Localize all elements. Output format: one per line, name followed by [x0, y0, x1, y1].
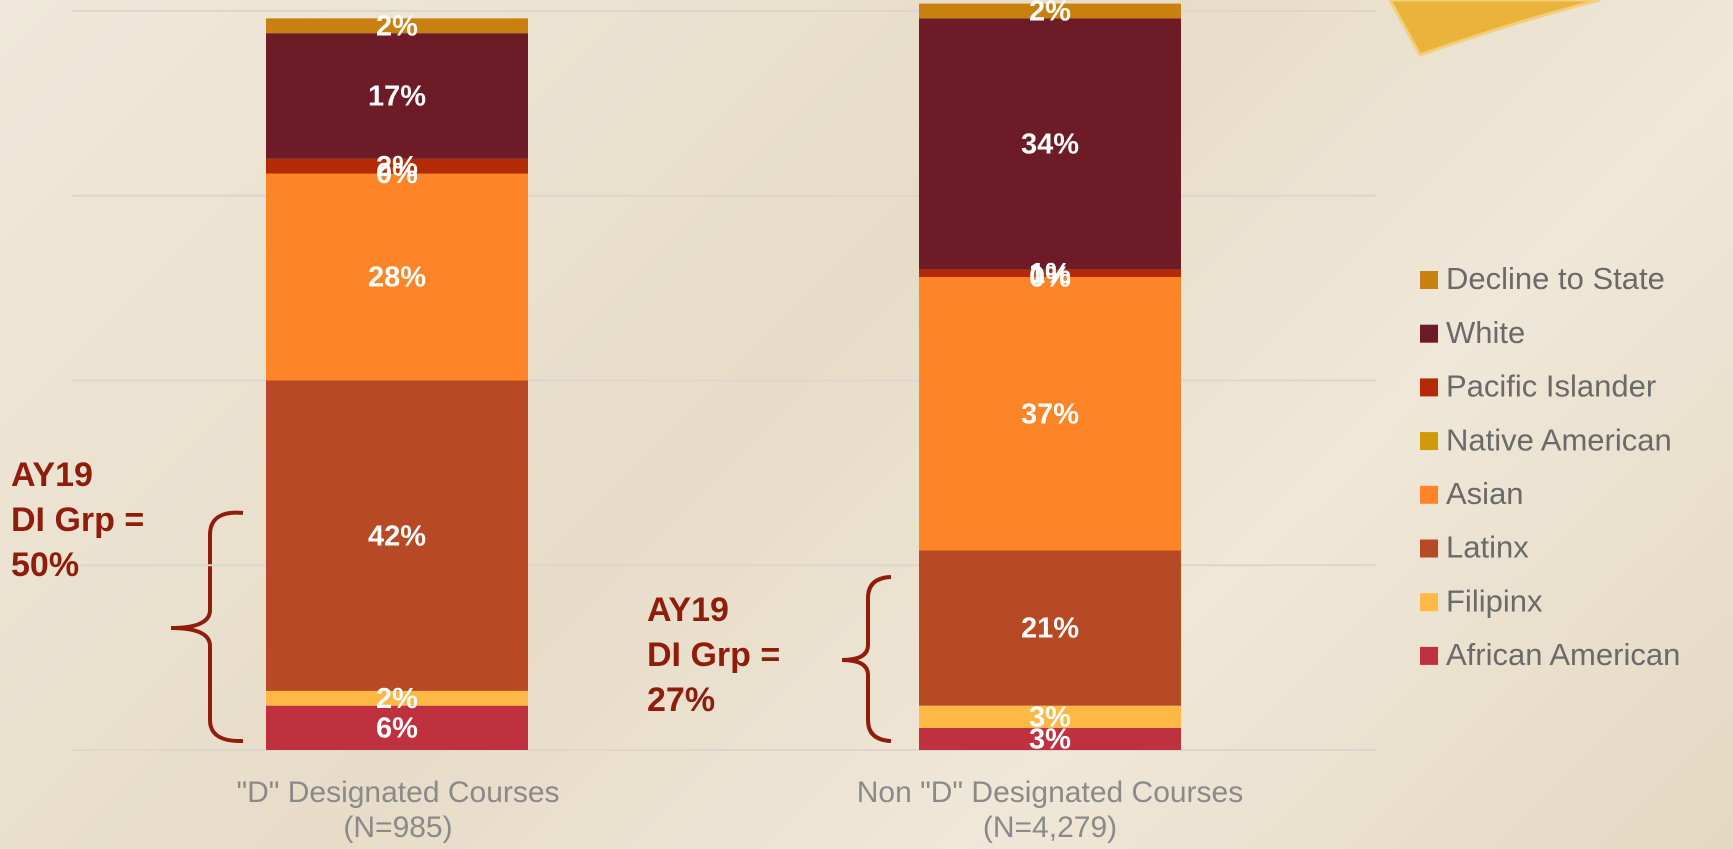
data-label: 0%	[1029, 262, 1071, 294]
data-label: 3%	[1029, 724, 1071, 756]
brace	[170, 510, 244, 744]
data-label: 34%	[1021, 129, 1079, 161]
star-decoration	[1388, 0, 1601, 57]
bar-segment	[266, 158, 528, 174]
bar-segment	[919, 550, 1181, 706]
annotation: AY19 DI Grp = 50%	[11, 456, 145, 584]
x-tick-label: "D" Designated Courses (N=985)	[236, 776, 560, 844]
data-label: 2%	[1029, 0, 1071, 28]
bar-segment	[919, 277, 1181, 551]
data-label: 6%	[376, 712, 418, 744]
data-labels: 6%2%42%28%0%2%17%2%3%3%21%37%0%1%34%2%	[368, 0, 1079, 756]
bar-segment	[919, 18, 1181, 270]
legend-swatch	[1420, 378, 1438, 397]
legend-swatch	[1420, 485, 1438, 504]
data-label: 28%	[368, 262, 426, 294]
data-label: 42%	[368, 520, 426, 552]
bars	[266, 3, 1181, 750]
brace	[841, 575, 892, 743]
legend-swatch	[1420, 324, 1438, 343]
bar-segment	[266, 380, 528, 691]
annotation: AY19 DI Grp = 27%	[647, 591, 781, 719]
legend-swatch	[1420, 539, 1438, 558]
bar-segment	[919, 705, 1181, 728]
data-label: 2%	[376, 10, 418, 42]
legend-label: Filipinx	[1446, 583, 1543, 618]
legend-swatch	[1420, 432, 1438, 451]
legend-label: Latinx	[1446, 530, 1529, 565]
x-tick-label: Non "D" Designated Courses (N=4,279)	[856, 776, 1244, 844]
legend-label: White	[1446, 315, 1525, 350]
bar-segment	[919, 727, 1181, 750]
data-label: 21%	[1021, 613, 1079, 645]
data-label: 17%	[368, 81, 426, 113]
data-label: 3%	[1029, 701, 1071, 733]
legend-swatch	[1420, 593, 1438, 612]
legend-swatch	[1420, 271, 1438, 289]
legend-label: Decline to State	[1446, 261, 1665, 296]
bar-segment	[919, 3, 1181, 19]
legend-label: African American	[1446, 637, 1680, 672]
data-label: 2%	[376, 683, 418, 715]
bar-segment	[919, 269, 1181, 278]
bar-segment	[266, 173, 528, 381]
data-label: 1%	[1029, 258, 1071, 290]
bar-segment	[266, 18, 528, 34]
data-label: 37%	[1021, 398, 1079, 430]
legend-label: Native American	[1446, 422, 1672, 457]
legend-label: Asian	[1446, 476, 1524, 511]
bar-segment	[266, 705, 528, 750]
legend-swatch	[1420, 646, 1438, 665]
legend: African American Filipinx Latinx Asian Nativ…	[1420, 261, 1680, 672]
data-label: 2%	[376, 151, 418, 183]
legend-label: Pacific Islander	[1446, 369, 1656, 404]
bar-segment	[266, 690, 528, 706]
bar-segment	[266, 33, 528, 159]
data-label: 0%	[376, 158, 418, 190]
